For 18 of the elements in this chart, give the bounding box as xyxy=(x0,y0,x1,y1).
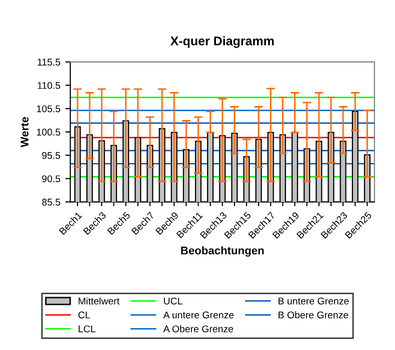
y-tick-label: 110.5 xyxy=(38,82,60,89)
y-tick-label: 95.5 xyxy=(42,152,60,159)
chart-title: X-quer Diagramm xyxy=(170,36,274,48)
y-tick-label: 90.5 xyxy=(42,175,60,182)
y-tick-label: 105.5 xyxy=(37,105,60,112)
y-axis-title: Werte xyxy=(20,116,29,148)
legend-label: A Obere Grenze xyxy=(163,325,234,332)
legend-label: B Obere Grenze xyxy=(278,311,348,318)
legend-label: LCL xyxy=(78,325,96,332)
legend-label: Mittelwert xyxy=(78,297,120,304)
legend-label: B untere Grenze xyxy=(278,298,349,304)
legend-label: CL xyxy=(78,312,90,318)
y-tick-label: 115.5 xyxy=(38,58,60,66)
y-tick-label: 85.5 xyxy=(42,198,60,206)
legend-label: UCL xyxy=(164,298,182,304)
y-tick-label: 100.5 xyxy=(37,128,60,136)
x-axis-title: Beobachtungen xyxy=(181,246,264,257)
legend-label: A untere Grenze xyxy=(163,312,234,318)
